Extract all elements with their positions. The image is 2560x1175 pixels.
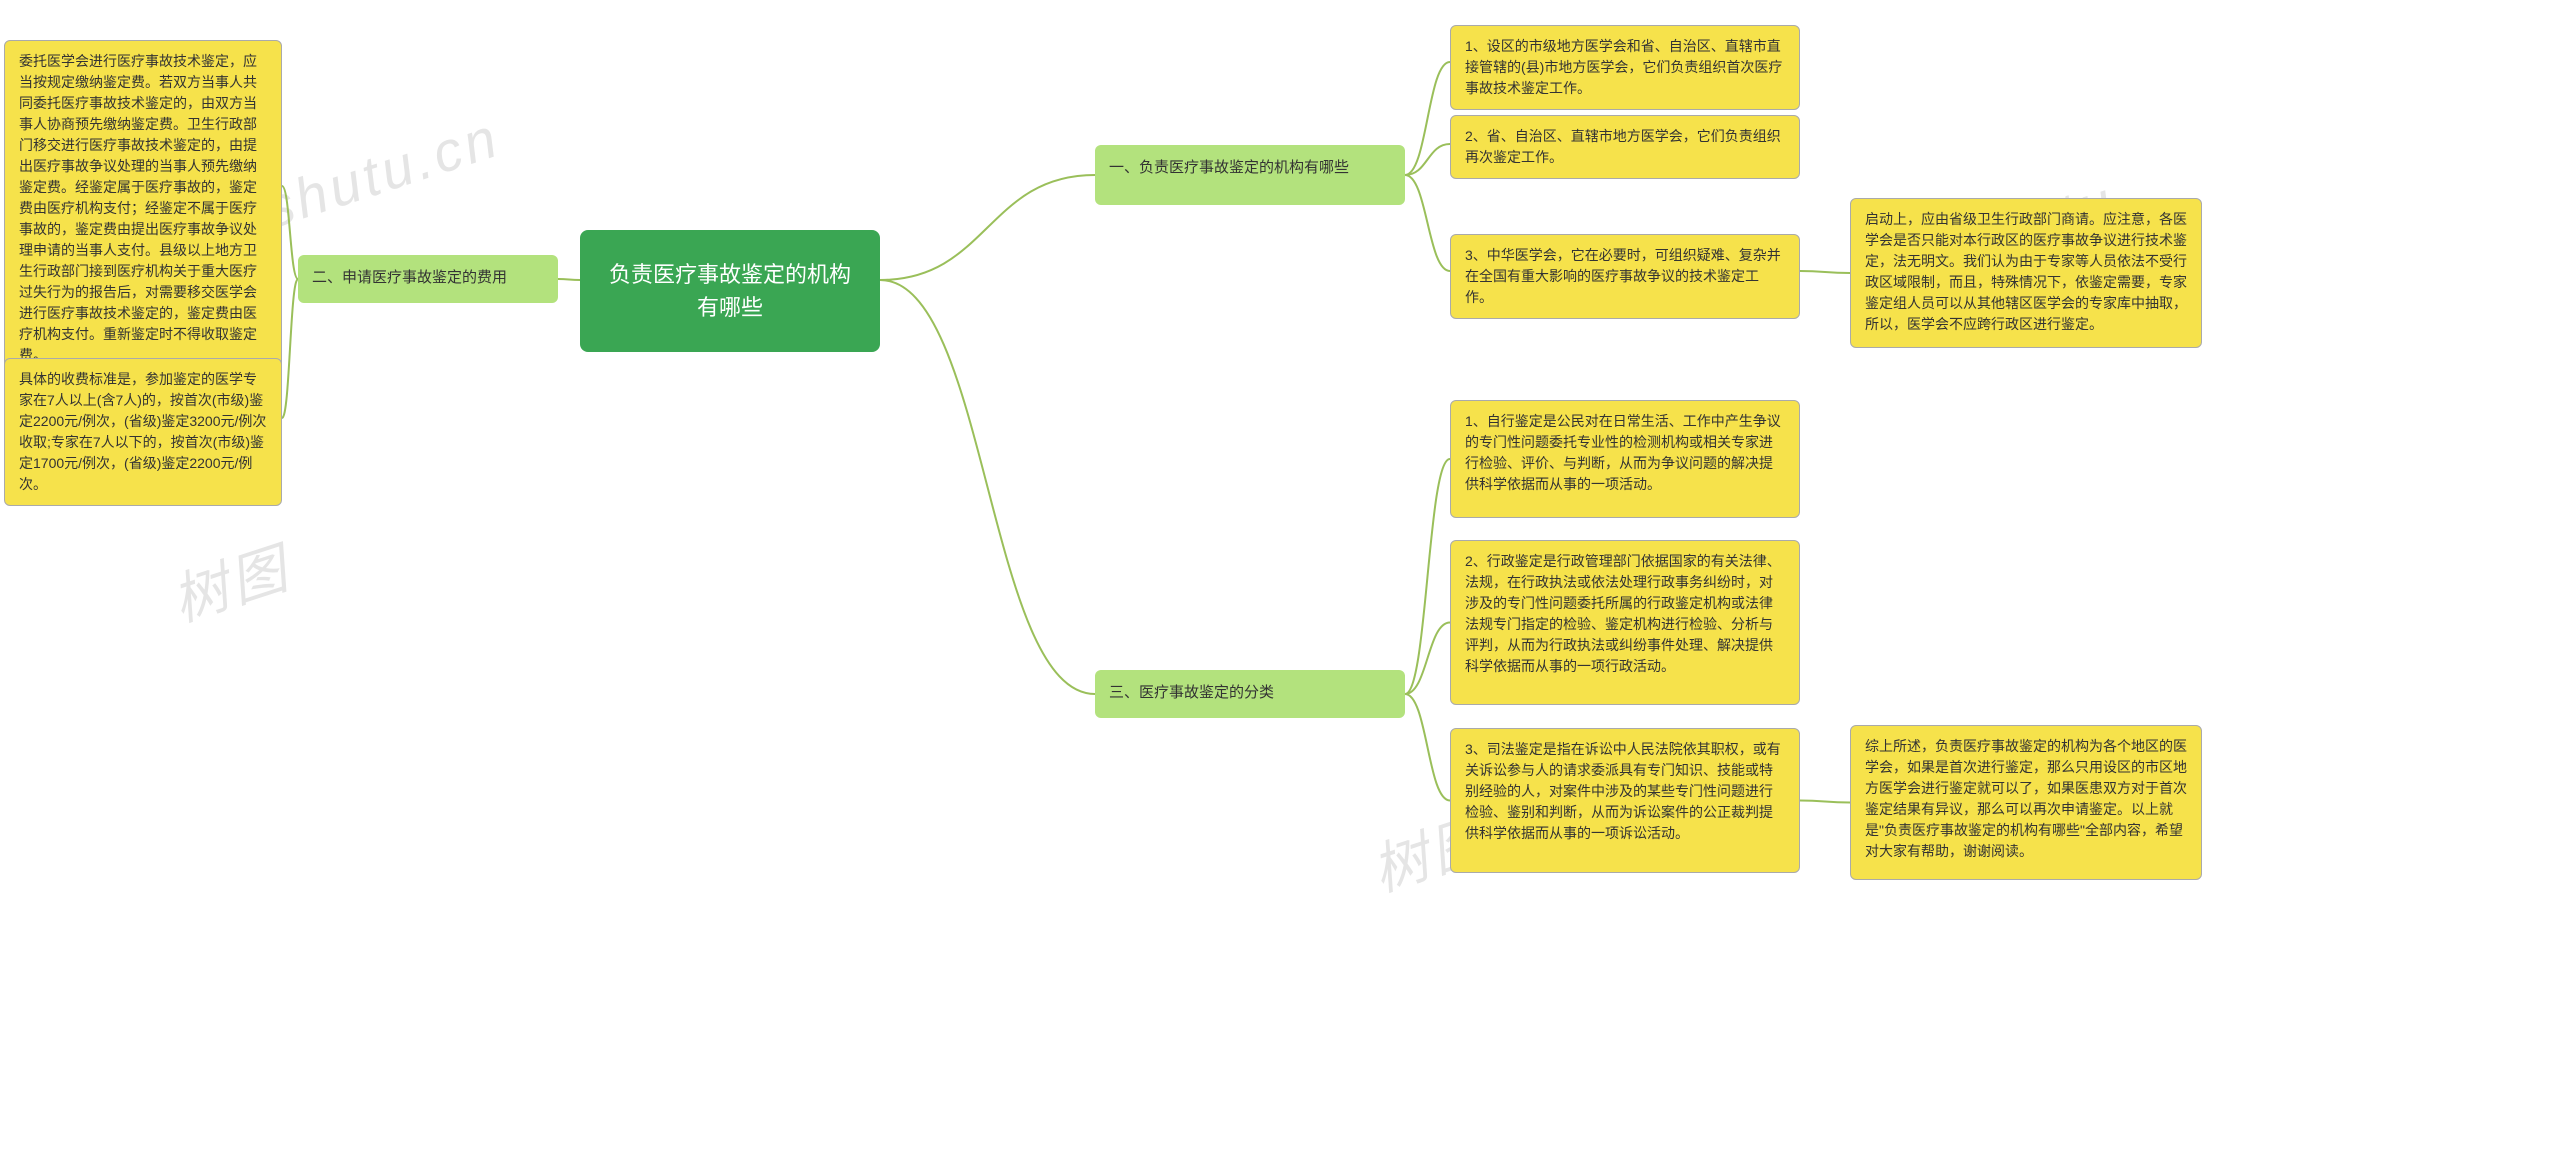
leaf-node: 2、省、自治区、直辖市地方医学会，它们负责组织再次鉴定工作。 [1450, 115, 1800, 179]
leaf-node: 启动上，应由省级卫生行政部门商请。应注意，各医学会是否只能对本行政区的医疗事故争… [1850, 198, 2202, 348]
root-node: 负责医疗事故鉴定的机构有哪些 [580, 230, 880, 352]
watermark: 树图 [160, 523, 299, 637]
leaf-node: 具体的收费标准是，参加鉴定的医学专家在7人以上(含7人)的，按首次(市级)鉴定2… [4, 358, 282, 506]
leaf-node: 委托医学会进行医疗事故技术鉴定，应当按规定缴纳鉴定费。若双方当事人共同委托医疗事… [4, 40, 282, 377]
mindmap-canvas: shutu.cn树图shutu树图负责医疗事故鉴定的机构有哪些一、负责医疗事故鉴… [0, 0, 2560, 1175]
leaf-node: 3、司法鉴定是指在诉讼中人民法院依其职权，或有关诉讼参与人的请求委派具有专门知识… [1450, 728, 1800, 873]
leaf-node: 综上所述，负责医疗事故鉴定的机构为各个地区的医学会，如果是首次进行鉴定，那么只用… [1850, 725, 2202, 880]
leaf-node: 1、自行鉴定是公民对在日常生活、工作中产生争议的专门性问题委托专业性的检测机构或… [1450, 400, 1800, 518]
leaf-node: 1、设区的市级地方医学会和省、自治区、直辖市直接管辖的(县)市地方医学会，它们负… [1450, 25, 1800, 110]
branch-node: 一、负责医疗事故鉴定的机构有哪些 [1095, 145, 1405, 205]
leaf-node: 2、行政鉴定是行政管理部门依据国家的有关法律、法规，在行政执法或依法处理行政事务… [1450, 540, 1800, 705]
leaf-node: 3、中华医学会，它在必要时，可组织疑难、复杂并在全国有重大影响的医疗事故争议的技… [1450, 234, 1800, 319]
branch-node: 二、申请医疗事故鉴定的费用 [298, 255, 558, 303]
branch-node: 三、医疗事故鉴定的分类 [1095, 670, 1405, 718]
watermark: shutu.cn [256, 104, 508, 241]
